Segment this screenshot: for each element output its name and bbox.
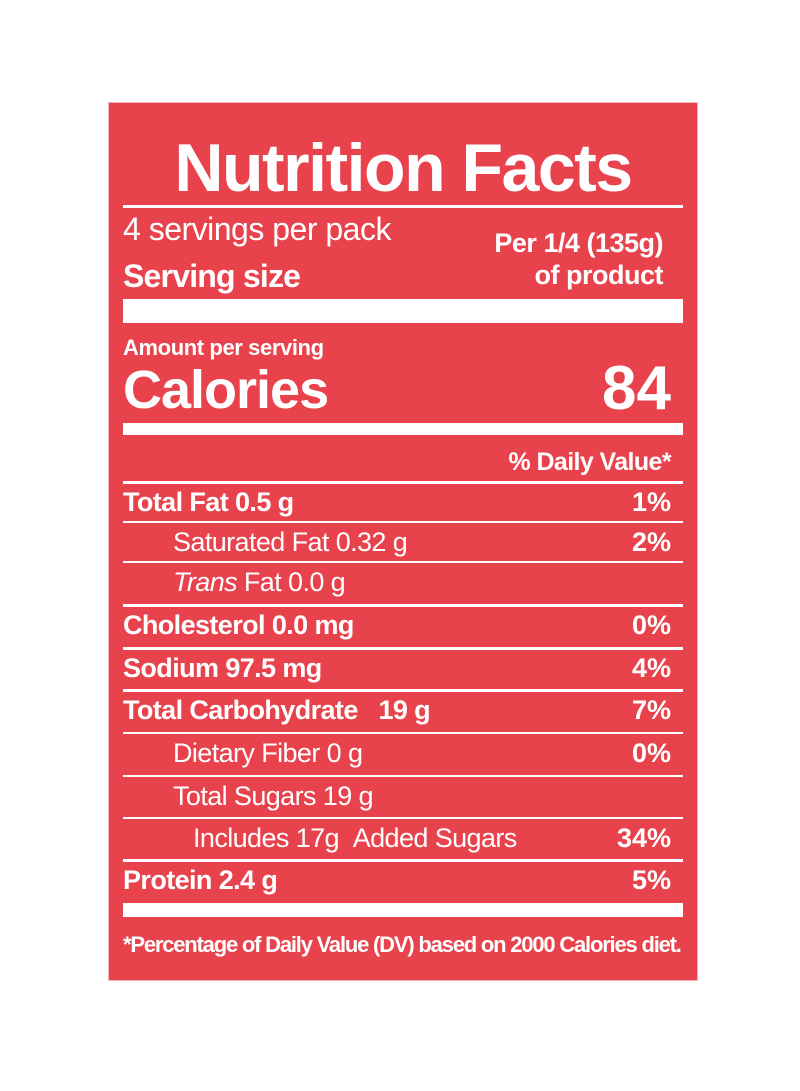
label-title: Nutrition Facts [174,130,633,206]
footnote: *Percentage of Daily Value (DV) based on… [123,932,682,957]
nutrient-row-dietary-fiber: Dietary Fiber 0 g 0% [123,732,683,772]
divider-calories [123,423,683,435]
nutrient-row-total-carbohydrate: Total Carbohydrate 19 g 7% [123,689,683,729]
nutrient-amount: 97.5 mg [225,653,322,683]
nutrient-row-protein: Protein 2.4 g 5% [123,859,683,899]
nutrient-amount: 19 g [322,781,374,811]
nutrient-dv: 34% [616,823,671,853]
nutrient-dv: 5% [631,865,671,895]
nutrient-name-suffix: Fat [237,567,282,597]
nutrition-facts-label: Nutrition Facts 4 servings per pack Serv… [109,103,697,980]
divider-title [123,205,683,208]
nutrient-name: Total Carbohydrate [123,695,358,725]
calories-value: 84 [602,354,671,423]
nutrient-name: Total Sugars [173,781,316,811]
nutrient-name: Includes [193,823,289,853]
nutrient-name: Trans [173,567,238,597]
nutrient-amount: 0.0 mg [271,610,355,640]
nutrient-dv: 4% [631,653,671,683]
serving-size-line2: of product [534,260,664,290]
label-inner: Nutrition Facts 4 servings per pack Serv… [123,117,683,966]
nutrient-row-total-sugars: Total Sugars 19 g [123,775,683,815]
servings-per-pack: 4 servings per pack [123,211,391,247]
serving-size-line1: Per 1/4 (135g) [494,228,663,258]
nutrient-amount: 19 g [378,695,431,725]
nutrient-row-sodium: Sodium 97.5 mg 4% [123,647,683,687]
divider-thick-top [123,299,683,323]
nutrient-row-total-fat: Total Fat 0.5 g 1% [123,481,683,521]
nutrient-name: Cholesterol [123,610,266,640]
nutrient-name-suffix: Added Sugars [352,823,518,853]
nutrient-amount: 2.4 g [218,865,278,895]
nutrient-dv: 7% [631,695,671,725]
amount-per-serving: Amount per serving [123,335,324,360]
nutrient-name: Dietary Fiber [173,738,320,768]
nutrient-name: Protein [123,865,212,895]
nutrient-amount: 0.5 g [235,487,294,517]
nutrient-amount: 0 g [326,738,363,768]
nutrient-dv: 0% [631,610,671,640]
nutrient-amount: 0.0 g [288,567,346,597]
nutrient-row-added-sugars: Includes 17g Added Sugars 34% [123,817,683,857]
nutrient-name: Total Fat [123,487,229,517]
calories-label: Calories [123,360,329,420]
nutrient-row-trans-fat: Trans Fat 0.0 g [123,561,683,601]
nutrient-row-cholesterol: Cholesterol 0.0 mg 0% [123,604,683,644]
nutrient-dv: 1% [631,487,671,517]
nutrient-row-saturated-fat: Saturated Fat 0.32 g 2% [123,521,683,561]
nutrient-amount: 17g [295,823,340,853]
nutrient-amount: 0.32 g [335,527,408,557]
serving-size-label: Serving size [123,258,301,294]
nutrient-dv: 0% [631,738,671,768]
daily-value-header: % Daily Value* [508,448,671,476]
serving-size-value: Per 1/4 (135g) of product [423,227,663,291]
nutrient-name: Saturated Fat [173,527,329,557]
nutrient-name: Sodium [123,653,219,683]
divider-thick-bottom [123,903,683,917]
nutrient-dv: 2% [631,527,671,557]
